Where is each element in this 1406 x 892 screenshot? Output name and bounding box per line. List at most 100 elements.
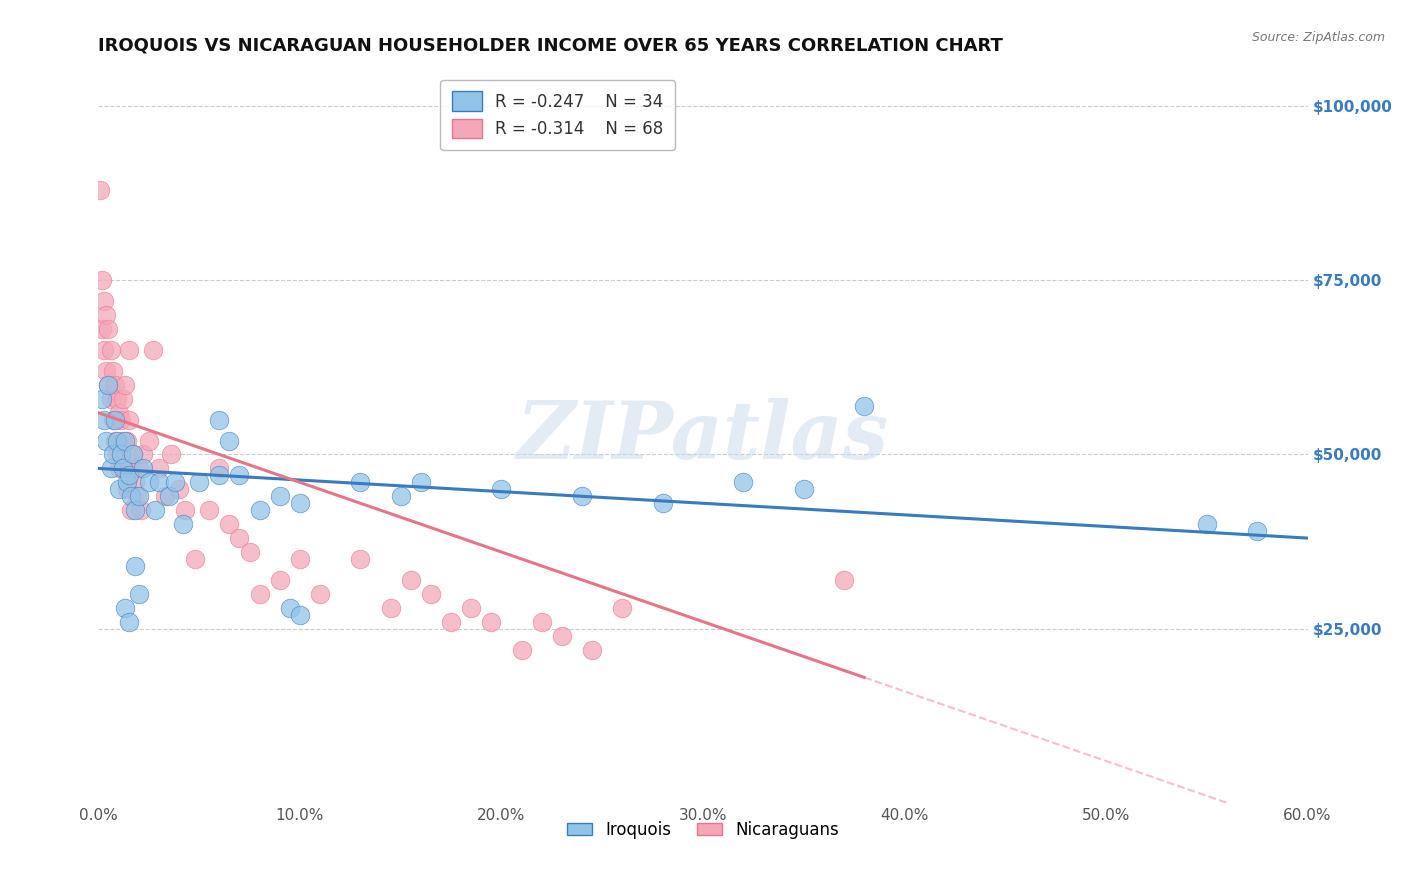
Point <box>288 496 311 510</box>
Point <box>460 600 482 615</box>
Point <box>138 475 160 490</box>
Point <box>118 343 141 357</box>
Point <box>651 496 673 510</box>
Point <box>249 503 271 517</box>
Point <box>218 517 240 532</box>
Point <box>853 399 876 413</box>
Point <box>153 489 176 503</box>
Point <box>118 468 141 483</box>
Point <box>184 552 207 566</box>
Point <box>103 377 125 392</box>
Point <box>124 475 146 490</box>
Text: Source: ZipAtlas.com: Source: ZipAtlas.com <box>1251 31 1385 45</box>
Point <box>128 489 150 503</box>
Point <box>89 183 111 197</box>
Point <box>114 461 136 475</box>
Point <box>118 615 141 629</box>
Point <box>491 483 513 497</box>
Point <box>380 600 402 615</box>
Point <box>91 273 114 287</box>
Point <box>174 503 197 517</box>
Point <box>733 475 755 490</box>
Point <box>1195 517 1218 532</box>
Point <box>163 475 186 490</box>
Point <box>120 461 142 475</box>
Point <box>105 392 128 406</box>
Point <box>198 503 221 517</box>
Point <box>101 412 124 426</box>
Point <box>128 587 150 601</box>
Point <box>100 461 122 475</box>
Point <box>125 489 148 503</box>
Point <box>148 461 170 475</box>
Point <box>120 489 142 503</box>
Point <box>105 434 128 448</box>
Point <box>105 448 128 462</box>
Point <box>138 434 160 448</box>
Point <box>349 552 371 566</box>
Point <box>188 475 211 490</box>
Point <box>101 448 124 462</box>
Point <box>115 475 138 490</box>
Point <box>114 600 136 615</box>
Point <box>115 434 138 448</box>
Point <box>389 489 412 503</box>
Point <box>124 503 146 517</box>
Legend: Iroquois, Nicaraguans: Iroquois, Nicaraguans <box>561 814 845 846</box>
Point <box>399 573 422 587</box>
Text: ZIPatlas: ZIPatlas <box>517 399 889 475</box>
Point <box>157 489 180 503</box>
Point <box>208 412 231 426</box>
Point <box>208 468 231 483</box>
Point <box>97 377 120 392</box>
Point <box>120 503 142 517</box>
Point <box>612 600 634 615</box>
Point <box>571 489 593 503</box>
Point <box>128 461 150 475</box>
Point <box>118 412 141 426</box>
Point <box>288 607 311 622</box>
Point <box>278 600 301 615</box>
Point <box>142 343 165 357</box>
Point <box>349 475 371 490</box>
Point <box>91 392 114 406</box>
Point <box>288 552 311 566</box>
Point <box>218 434 240 448</box>
Point <box>1246 524 1268 538</box>
Point <box>100 392 122 406</box>
Point <box>440 615 463 629</box>
Text: IROQUOIS VS NICARAGUAN HOUSEHOLDER INCOME OVER 65 YEARS CORRELATION CHART: IROQUOIS VS NICARAGUAN HOUSEHOLDER INCOM… <box>98 37 1004 54</box>
Point <box>121 448 143 462</box>
Point <box>530 615 553 629</box>
Point <box>172 517 194 532</box>
Point <box>96 308 118 322</box>
Point <box>101 364 124 378</box>
Point <box>239 545 262 559</box>
Point <box>96 364 118 378</box>
Point <box>93 343 115 357</box>
Point <box>309 587 332 601</box>
Point <box>100 343 122 357</box>
Point <box>249 587 271 601</box>
Point <box>111 461 134 475</box>
Point <box>269 573 291 587</box>
Point <box>581 642 603 657</box>
Point <box>103 434 125 448</box>
Point <box>832 573 855 587</box>
Point <box>110 448 132 462</box>
Point <box>91 322 114 336</box>
Point <box>132 461 155 475</box>
Point <box>793 483 815 497</box>
Point <box>148 475 170 490</box>
Point <box>110 412 132 426</box>
Point <box>107 406 129 420</box>
Point <box>228 468 250 483</box>
Point <box>132 448 155 462</box>
Point <box>107 461 129 475</box>
Point <box>114 377 136 392</box>
Point <box>111 434 134 448</box>
Point <box>93 412 115 426</box>
Point <box>93 294 115 309</box>
Point <box>481 615 503 629</box>
Point <box>208 461 231 475</box>
